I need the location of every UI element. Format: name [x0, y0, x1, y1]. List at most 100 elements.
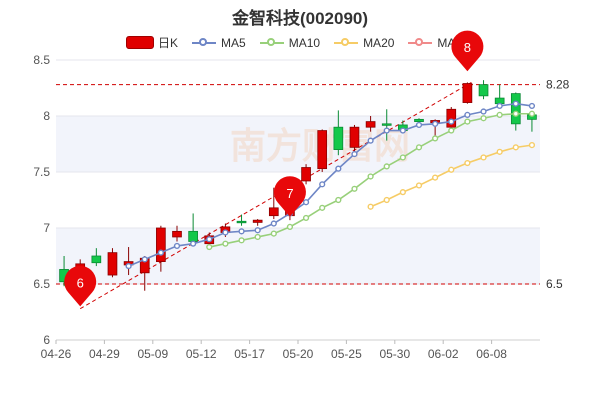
- marker-pin: [451, 30, 484, 72]
- ma5-point: [206, 236, 213, 243]
- ma10-point: [367, 173, 374, 180]
- ma5-point: [302, 199, 310, 206]
- ma10-point: [399, 154, 406, 161]
- candle-body: [172, 230, 182, 238]
- x-tick-label: 04-29: [89, 347, 120, 361]
- marker-pin-label: 8: [464, 40, 471, 55]
- ma20-point: [528, 142, 536, 149]
- candle-body: [317, 130, 328, 170]
- ma10-point: [302, 214, 310, 222]
- ma10-point: [222, 240, 229, 247]
- ma10-point: [351, 185, 358, 192]
- legend-label-ma10: MA10: [288, 35, 321, 50]
- x-tick-label: 05-25: [331, 347, 362, 361]
- ma5-point: [415, 121, 423, 129]
- ma10-point: [432, 135, 439, 142]
- ma20-point: [496, 148, 503, 155]
- ma5-point: [157, 249, 164, 256]
- ma5-point: [222, 229, 229, 236]
- candle-body: [91, 255, 102, 264]
- candle-body: [510, 93, 521, 125]
- y-tick-label: 8: [43, 109, 50, 123]
- candle-body: [236, 220, 247, 224]
- x-tick-label: 04-26: [41, 347, 72, 361]
- k-swatch: [126, 36, 154, 49]
- x-tick-label: 05-09: [137, 347, 168, 361]
- ma30-swatch: [408, 37, 433, 49]
- marker-pin-label: 7: [286, 186, 293, 201]
- x-tick-label: 06-08: [476, 347, 507, 361]
- legend-label-ma5: MA5: [221, 35, 246, 50]
- ma10-point: [254, 233, 261, 241]
- candle-body: [349, 126, 360, 148]
- legend-item-k[interactable]: 日K: [126, 34, 178, 51]
- ma20-point: [432, 174, 439, 181]
- ma5-point: [480, 108, 487, 115]
- legend-label-ma20: MA20: [363, 35, 395, 50]
- ma5-swatch: [192, 37, 217, 49]
- ma20-point: [415, 182, 423, 189]
- ma10-point: [383, 163, 390, 170]
- reference-line-label: 8.28: [546, 78, 570, 92]
- ma5-point: [335, 165, 342, 172]
- y-tick-label: 6: [43, 333, 50, 347]
- ma10-point: [335, 196, 342, 204]
- candle-body: [414, 118, 424, 123]
- ma20-point: [512, 144, 519, 151]
- ma10-point: [512, 110, 519, 117]
- ma5-point: [254, 227, 261, 234]
- legend-item-ma10[interactable]: MA10: [259, 35, 321, 50]
- ma10-point: [319, 204, 326, 211]
- ma5-point: [351, 150, 358, 158]
- marker-pin: [64, 265, 97, 307]
- legend-item-ma5[interactable]: MA5: [192, 36, 246, 50]
- legend-item-ma20[interactable]: MA20: [334, 36, 394, 50]
- ma10-point: [415, 144, 423, 151]
- y-tick-label: 6.5: [33, 277, 50, 291]
- candle-body: [156, 227, 166, 262]
- ma5-point: [528, 102, 536, 110]
- ma5-point: [367, 137, 374, 144]
- x-tick-label: 06-02: [428, 347, 459, 361]
- chart-legend: 日K MA5 MA10 MA20 MA30: [126, 34, 483, 51]
- ma10-point: [528, 110, 536, 117]
- ma10-swatch: [259, 37, 284, 49]
- ma5-point: [399, 127, 406, 134]
- ma5-point: [173, 242, 181, 250]
- candle-body: [365, 121, 376, 128]
- candle-body: [478, 84, 489, 97]
- ma5-point: [125, 262, 132, 270]
- ma10-point: [496, 111, 503, 118]
- x-tick-label: 05-30: [379, 347, 410, 361]
- ma5-point: [448, 118, 455, 125]
- ma5-point: [496, 102, 503, 110]
- ma5-point: [319, 181, 326, 188]
- y-tick-label: 7.5: [33, 165, 50, 179]
- ma5-point: [512, 100, 519, 107]
- x-tick-label: 05-12: [186, 347, 217, 361]
- candle-body: [268, 207, 279, 217]
- ma5-point: [383, 127, 390, 134]
- candle-body: [446, 108, 457, 128]
- candle-body: [301, 167, 311, 182]
- candle-body: [381, 123, 392, 126]
- candle-body: [188, 230, 198, 242]
- marker-pin-label: 6: [77, 275, 84, 290]
- ma5-point: [432, 120, 439, 127]
- ma10-point: [286, 223, 294, 230]
- y-tick-label: 8.5: [33, 53, 50, 67]
- ma10-point: [480, 115, 487, 122]
- ma10-point: [270, 230, 277, 237]
- x-tick-label: 05-17: [234, 347, 265, 361]
- ma20-point: [480, 154, 487, 161]
- candle-body: [107, 252, 118, 276]
- ma10-point: [238, 237, 245, 244]
- ma5-point: [464, 111, 471, 118]
- ma20-point: [464, 159, 471, 167]
- candle-body: [462, 83, 473, 103]
- ma5-point: [270, 220, 277, 227]
- legend-label-k: 日K: [158, 36, 179, 50]
- plot-band: [56, 228, 540, 284]
- ma10-point: [464, 118, 471, 125]
